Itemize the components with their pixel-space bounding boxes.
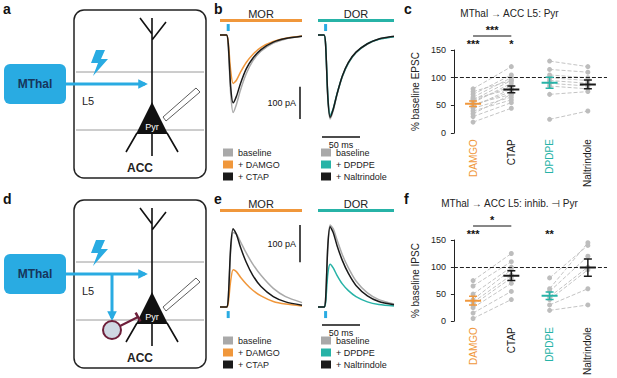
svg-text:DOR: DOR	[344, 8, 369, 20]
svg-text:MOR: MOR	[248, 8, 274, 20]
svg-text:50: 50	[436, 289, 446, 299]
svg-text:CTAP: CTAP	[506, 327, 517, 353]
svg-text:**: **	[545, 228, 554, 240]
svg-text:+ CTAP: + CTAP	[238, 360, 269, 370]
svg-text:+ Naltrindole: + Naltrindole	[336, 360, 387, 370]
svg-text:MThal: MThal	[18, 77, 53, 91]
svg-text:Pyr: Pyr	[145, 122, 159, 132]
svg-text:MThal → ACC L5: inhib. ⊣ Pyr: MThal → ACC L5: inhib. ⊣ Pyr	[441, 198, 578, 209]
svg-text:baseline: baseline	[238, 148, 272, 158]
svg-text:***: ***	[467, 38, 481, 50]
svg-text:+ DAMGO: + DAMGO	[238, 160, 280, 170]
html-text:c: c	[404, 1, 412, 17]
html-text:a: a	[3, 1, 11, 17]
svg-text:L5: L5	[82, 285, 94, 297]
svg-text:% baseline EPSC: % baseline EPSC	[410, 52, 421, 131]
svg-text:Naltrindole: Naltrindole	[582, 139, 593, 187]
svg-text:baseline: baseline	[336, 148, 370, 158]
svg-text:0: 0	[441, 316, 446, 326]
svg-text:L5: L5	[82, 95, 94, 107]
svg-text:ACC: ACC	[127, 351, 153, 365]
svg-text:CTAP: CTAP	[506, 139, 517, 165]
svg-text:Naltrindole: Naltrindole	[582, 327, 593, 375]
svg-text:150: 150	[431, 235, 446, 245]
html-text:e: e	[214, 191, 222, 207]
svg-text:50 ms: 50 ms	[328, 327, 354, 338]
svg-text:% baseline IPSC: % baseline IPSC	[410, 243, 421, 318]
svg-text:baseline: baseline	[238, 336, 272, 346]
svg-text:100 pA: 100 pA	[267, 98, 296, 108]
svg-text:100 pA: 100 pA	[267, 239, 296, 249]
svg-text:*: *	[509, 38, 514, 50]
svg-text:DOR: DOR	[344, 198, 369, 210]
svg-text:DPDPE: DPDPE	[544, 139, 555, 174]
html-text:d: d	[3, 191, 12, 207]
svg-text:DPDPE: DPDPE	[544, 327, 555, 362]
svg-text:+ CTAP: + CTAP	[238, 172, 269, 182]
svg-text:MThal → ACC L5: Pyr: MThal → ACC L5: Pyr	[460, 8, 559, 19]
svg-text:50 ms: 50 ms	[328, 139, 354, 150]
svg-text:+ DAMGO: + DAMGO	[238, 348, 280, 358]
svg-text:*: *	[490, 214, 495, 226]
svg-text:+ DPDPE: + DPDPE	[336, 348, 375, 358]
svg-text:ACC: ACC	[127, 161, 153, 175]
svg-text:0: 0	[441, 128, 446, 138]
svg-text:DAMGO: DAMGO	[468, 139, 479, 177]
html-text:f: f	[404, 191, 409, 207]
svg-text:MThal: MThal	[18, 267, 53, 281]
svg-text:***: ***	[467, 228, 481, 240]
svg-text:MOR: MOR	[248, 198, 274, 210]
svg-text:baseline: baseline	[336, 336, 370, 346]
svg-text:Pyr: Pyr	[145, 312, 159, 322]
svg-text:***: ***	[486, 24, 500, 36]
svg-text:+ DPDPE: + DPDPE	[336, 160, 375, 170]
svg-text:+ Naltrindole: + Naltrindole	[336, 172, 387, 182]
svg-text:100: 100	[431, 73, 446, 83]
html-text:b: b	[214, 1, 223, 17]
svg-text:DAMGO: DAMGO	[468, 327, 479, 365]
svg-text:50: 50	[436, 100, 446, 110]
svg-text:150: 150	[431, 45, 446, 55]
svg-text:100: 100	[431, 262, 446, 272]
